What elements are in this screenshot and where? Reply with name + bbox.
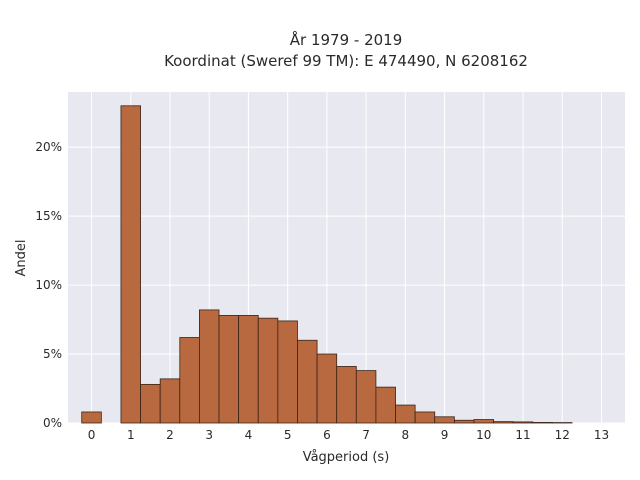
histogram-bar bbox=[297, 339, 318, 424]
x-tick-label: 4 bbox=[245, 428, 253, 442]
histogram-bar bbox=[238, 315, 259, 424]
x-tick-label: 2 bbox=[166, 428, 174, 442]
histogram-bar bbox=[355, 370, 377, 424]
y-tick-label: 10% bbox=[35, 278, 62, 292]
histogram-bar bbox=[434, 416, 455, 424]
histogram-bar bbox=[277, 320, 298, 424]
histogram-bar bbox=[512, 421, 534, 424]
y-tick-label: 15% bbox=[35, 209, 62, 223]
y-tick-labels: 0% 5% 10% 15% 20% bbox=[35, 140, 62, 430]
histogram-bar bbox=[120, 105, 141, 424]
histogram-bar bbox=[375, 386, 396, 424]
histogram-bar bbox=[395, 404, 416, 424]
histogram-bar bbox=[493, 421, 514, 424]
y-tick-label: 5% bbox=[43, 347, 62, 361]
x-tick-label: 6 bbox=[323, 428, 331, 442]
y-axis-label: Andel bbox=[14, 240, 29, 277]
histogram-bar bbox=[473, 419, 494, 424]
x-tick-label: 13 bbox=[594, 428, 609, 442]
x-tick-label: 3 bbox=[205, 428, 213, 442]
histogram-bar bbox=[199, 309, 220, 424]
bars-group bbox=[81, 105, 573, 424]
chart-title-line1: År 1979 - 2019 bbox=[290, 30, 403, 49]
x-tick-label: 11 bbox=[515, 428, 530, 442]
x-tick-label: 1 bbox=[127, 428, 135, 442]
histogram-bar bbox=[414, 411, 436, 424]
chart-title-line2: Koordinat (Sweref 99 TM): E 474490, N 62… bbox=[164, 52, 528, 70]
x-axis-label: Vågperiod (s) bbox=[303, 450, 390, 465]
histogram-bar bbox=[159, 378, 181, 424]
x-tick-label: 7 bbox=[362, 428, 370, 442]
x-tick-label: 5 bbox=[284, 428, 292, 442]
x-tick-label: 9 bbox=[441, 428, 449, 442]
x-tick-label: 8 bbox=[402, 428, 410, 442]
histogram-bar bbox=[453, 419, 475, 424]
histogram-bar bbox=[140, 383, 161, 424]
histogram-bar bbox=[532, 422, 553, 424]
histogram-bar bbox=[81, 411, 102, 424]
y-tick-label: 0% bbox=[43, 416, 62, 430]
x-tick-label: 12 bbox=[555, 428, 570, 442]
histogram-bar bbox=[336, 366, 357, 424]
histogram-bar bbox=[179, 337, 200, 424]
x-tick-labels: 0 1 2 3 4 5 6 7 8 9 10 11 12 13 bbox=[88, 428, 609, 442]
y-tick-label: 20% bbox=[35, 140, 62, 154]
histogram-bar bbox=[316, 353, 338, 424]
x-tick-label: 0 bbox=[88, 428, 96, 442]
histogram-bar bbox=[257, 317, 279, 424]
x-tick-label: 10 bbox=[476, 428, 491, 442]
histogram-bar bbox=[218, 315, 240, 424]
